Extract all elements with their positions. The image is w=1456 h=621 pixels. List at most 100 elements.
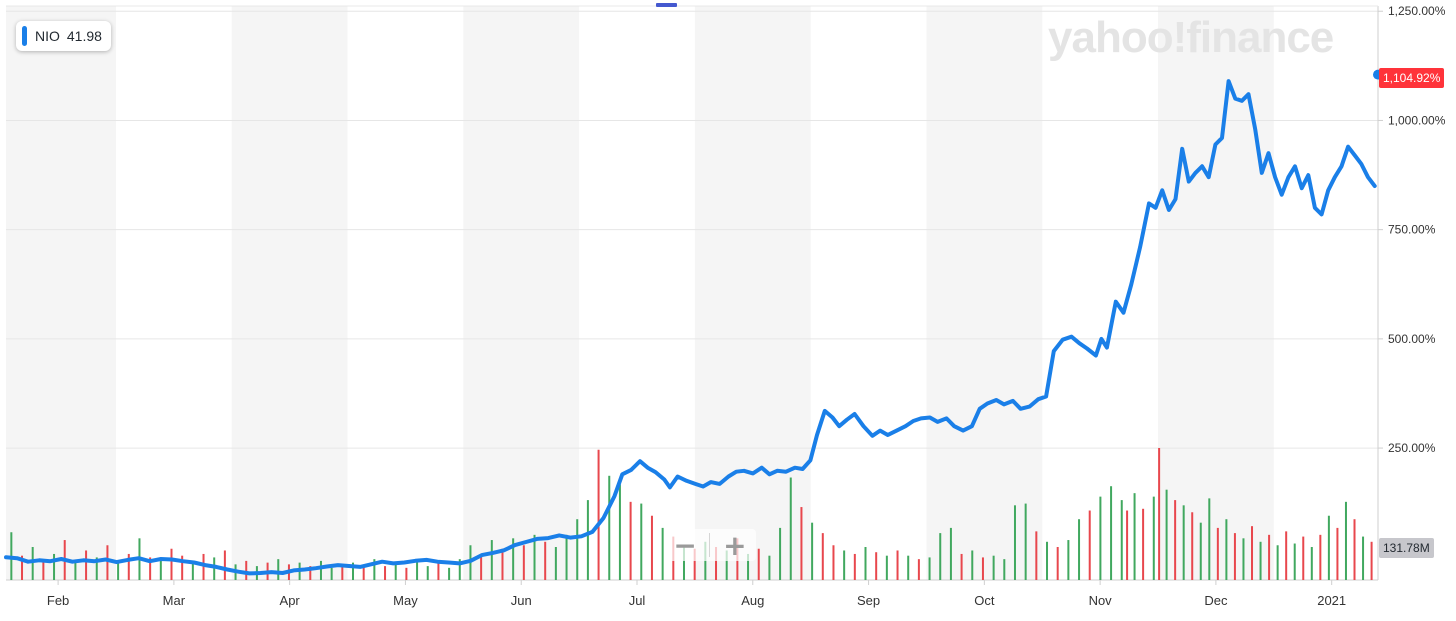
last-percent-badge: 1,104.92%	[1379, 68, 1445, 88]
month-bands	[6, 6, 1274, 580]
series-legend[interactable]: NIO 41.98	[16, 21, 111, 51]
volume-bar	[597, 449, 600, 580]
volume-bar	[629, 501, 632, 580]
volume-bar	[650, 515, 653, 580]
zoom-in-button[interactable]: +	[723, 528, 747, 562]
volume-bar	[853, 553, 856, 580]
volume-bar	[1293, 543, 1296, 580]
volume-bar	[277, 559, 280, 580]
volume-bar	[640, 503, 643, 580]
month-band	[926, 6, 1043, 580]
volume-bar	[1242, 538, 1245, 580]
volume-bar	[565, 534, 568, 580]
volume-bar	[426, 566, 429, 580]
legend-swatch	[22, 26, 27, 46]
month-band	[6, 6, 116, 580]
volume-bar	[1120, 500, 1123, 580]
volume-bar	[106, 545, 109, 580]
volume-bar	[117, 562, 120, 580]
volume-bar	[949, 527, 952, 580]
volume-bar	[223, 550, 226, 580]
volume-bar	[864, 547, 867, 580]
x-tick-label: Oct	[974, 593, 995, 608]
volume-bar	[1182, 505, 1185, 580]
x-tick-label: Jun	[511, 593, 532, 608]
volume-bar	[928, 557, 931, 580]
x-tick-label: 2021	[1317, 593, 1346, 608]
x-tick-label: Sep	[857, 593, 880, 608]
volume-bar	[757, 548, 760, 580]
volume-bar	[1191, 512, 1194, 580]
volume-bar	[1225, 519, 1228, 580]
volume-bar	[191, 560, 194, 580]
volume-bar	[1035, 531, 1038, 580]
x-tick-label: Nov	[1089, 593, 1113, 608]
volume-bar	[1013, 505, 1016, 580]
volume-bar	[821, 533, 824, 580]
volume-bar	[405, 567, 408, 580]
month-band	[694, 6, 811, 580]
volume-bar	[1158, 448, 1161, 580]
x-axis-ticks: Feb Mar Apr May Jun Jul Aug Sep Oct Nov Dec 2021	[47, 580, 1346, 608]
volume-bar	[416, 560, 419, 580]
volume-bar	[1285, 531, 1288, 580]
volume-bar	[1327, 515, 1330, 580]
volume-bar	[245, 560, 248, 580]
volume-bar	[352, 562, 355, 580]
y-tick-label: 750.00%	[1388, 223, 1436, 237]
volume-bar	[1370, 541, 1373, 580]
volume-bar	[1067, 540, 1070, 580]
volume-bar	[480, 553, 483, 580]
volume-bar	[682, 545, 685, 580]
x-tick-label: Dec	[1204, 593, 1228, 608]
volume-bar	[618, 484, 621, 580]
price-line	[4, 79, 1377, 576]
volume-bar	[768, 555, 771, 580]
volume-bar	[362, 566, 365, 580]
y-tick-label: 1,250.00%	[1388, 4, 1446, 18]
range-indicator[interactable]	[656, 3, 677, 7]
volume-bar	[159, 559, 162, 580]
volume-bar	[31, 547, 34, 580]
volume-bar	[1362, 536, 1365, 580]
volume-bar	[661, 527, 664, 580]
volume-bar	[522, 545, 525, 580]
volume-bar	[373, 559, 376, 580]
volume-bar	[1046, 541, 1049, 580]
volume-bar	[330, 567, 333, 580]
volume-bar	[1259, 541, 1262, 580]
volume-bar	[501, 548, 504, 580]
volume-bar	[789, 477, 792, 580]
volume-bar	[917, 559, 920, 580]
x-tick-label: Feb	[47, 593, 69, 608]
volume-bar	[394, 564, 397, 580]
volume-bar	[21, 555, 24, 580]
volume-bar	[309, 566, 312, 580]
volume-bar	[544, 541, 547, 580]
volume-bar	[747, 553, 750, 580]
volume-bar	[1216, 527, 1219, 580]
volume-bar	[800, 507, 803, 580]
volume-bar	[1088, 510, 1091, 580]
volume-bar	[1133, 493, 1136, 580]
volume-bar	[885, 555, 888, 580]
zoom-control: − +	[664, 528, 756, 562]
volume-bar	[341, 564, 344, 580]
volume-bar	[554, 547, 557, 580]
volume-bar	[1251, 526, 1254, 580]
volume-bar	[1233, 533, 1236, 580]
volume-bar	[437, 562, 440, 580]
volume-bar	[725, 550, 728, 580]
y-tick-label: 500.00%	[1388, 332, 1436, 346]
volume-bar	[1336, 527, 1339, 580]
volume-bar	[586, 500, 589, 580]
zoom-out-button[interactable]: −	[673, 528, 697, 562]
volume-bar	[1199, 522, 1202, 580]
volume-bar	[170, 548, 173, 580]
x-tick-label: Jul	[629, 593, 646, 608]
volume-bar	[1024, 503, 1027, 580]
volume-bar	[1110, 486, 1113, 580]
volume-bar	[42, 559, 45, 580]
month-band	[463, 6, 580, 580]
volume-bar	[1208, 498, 1211, 580]
